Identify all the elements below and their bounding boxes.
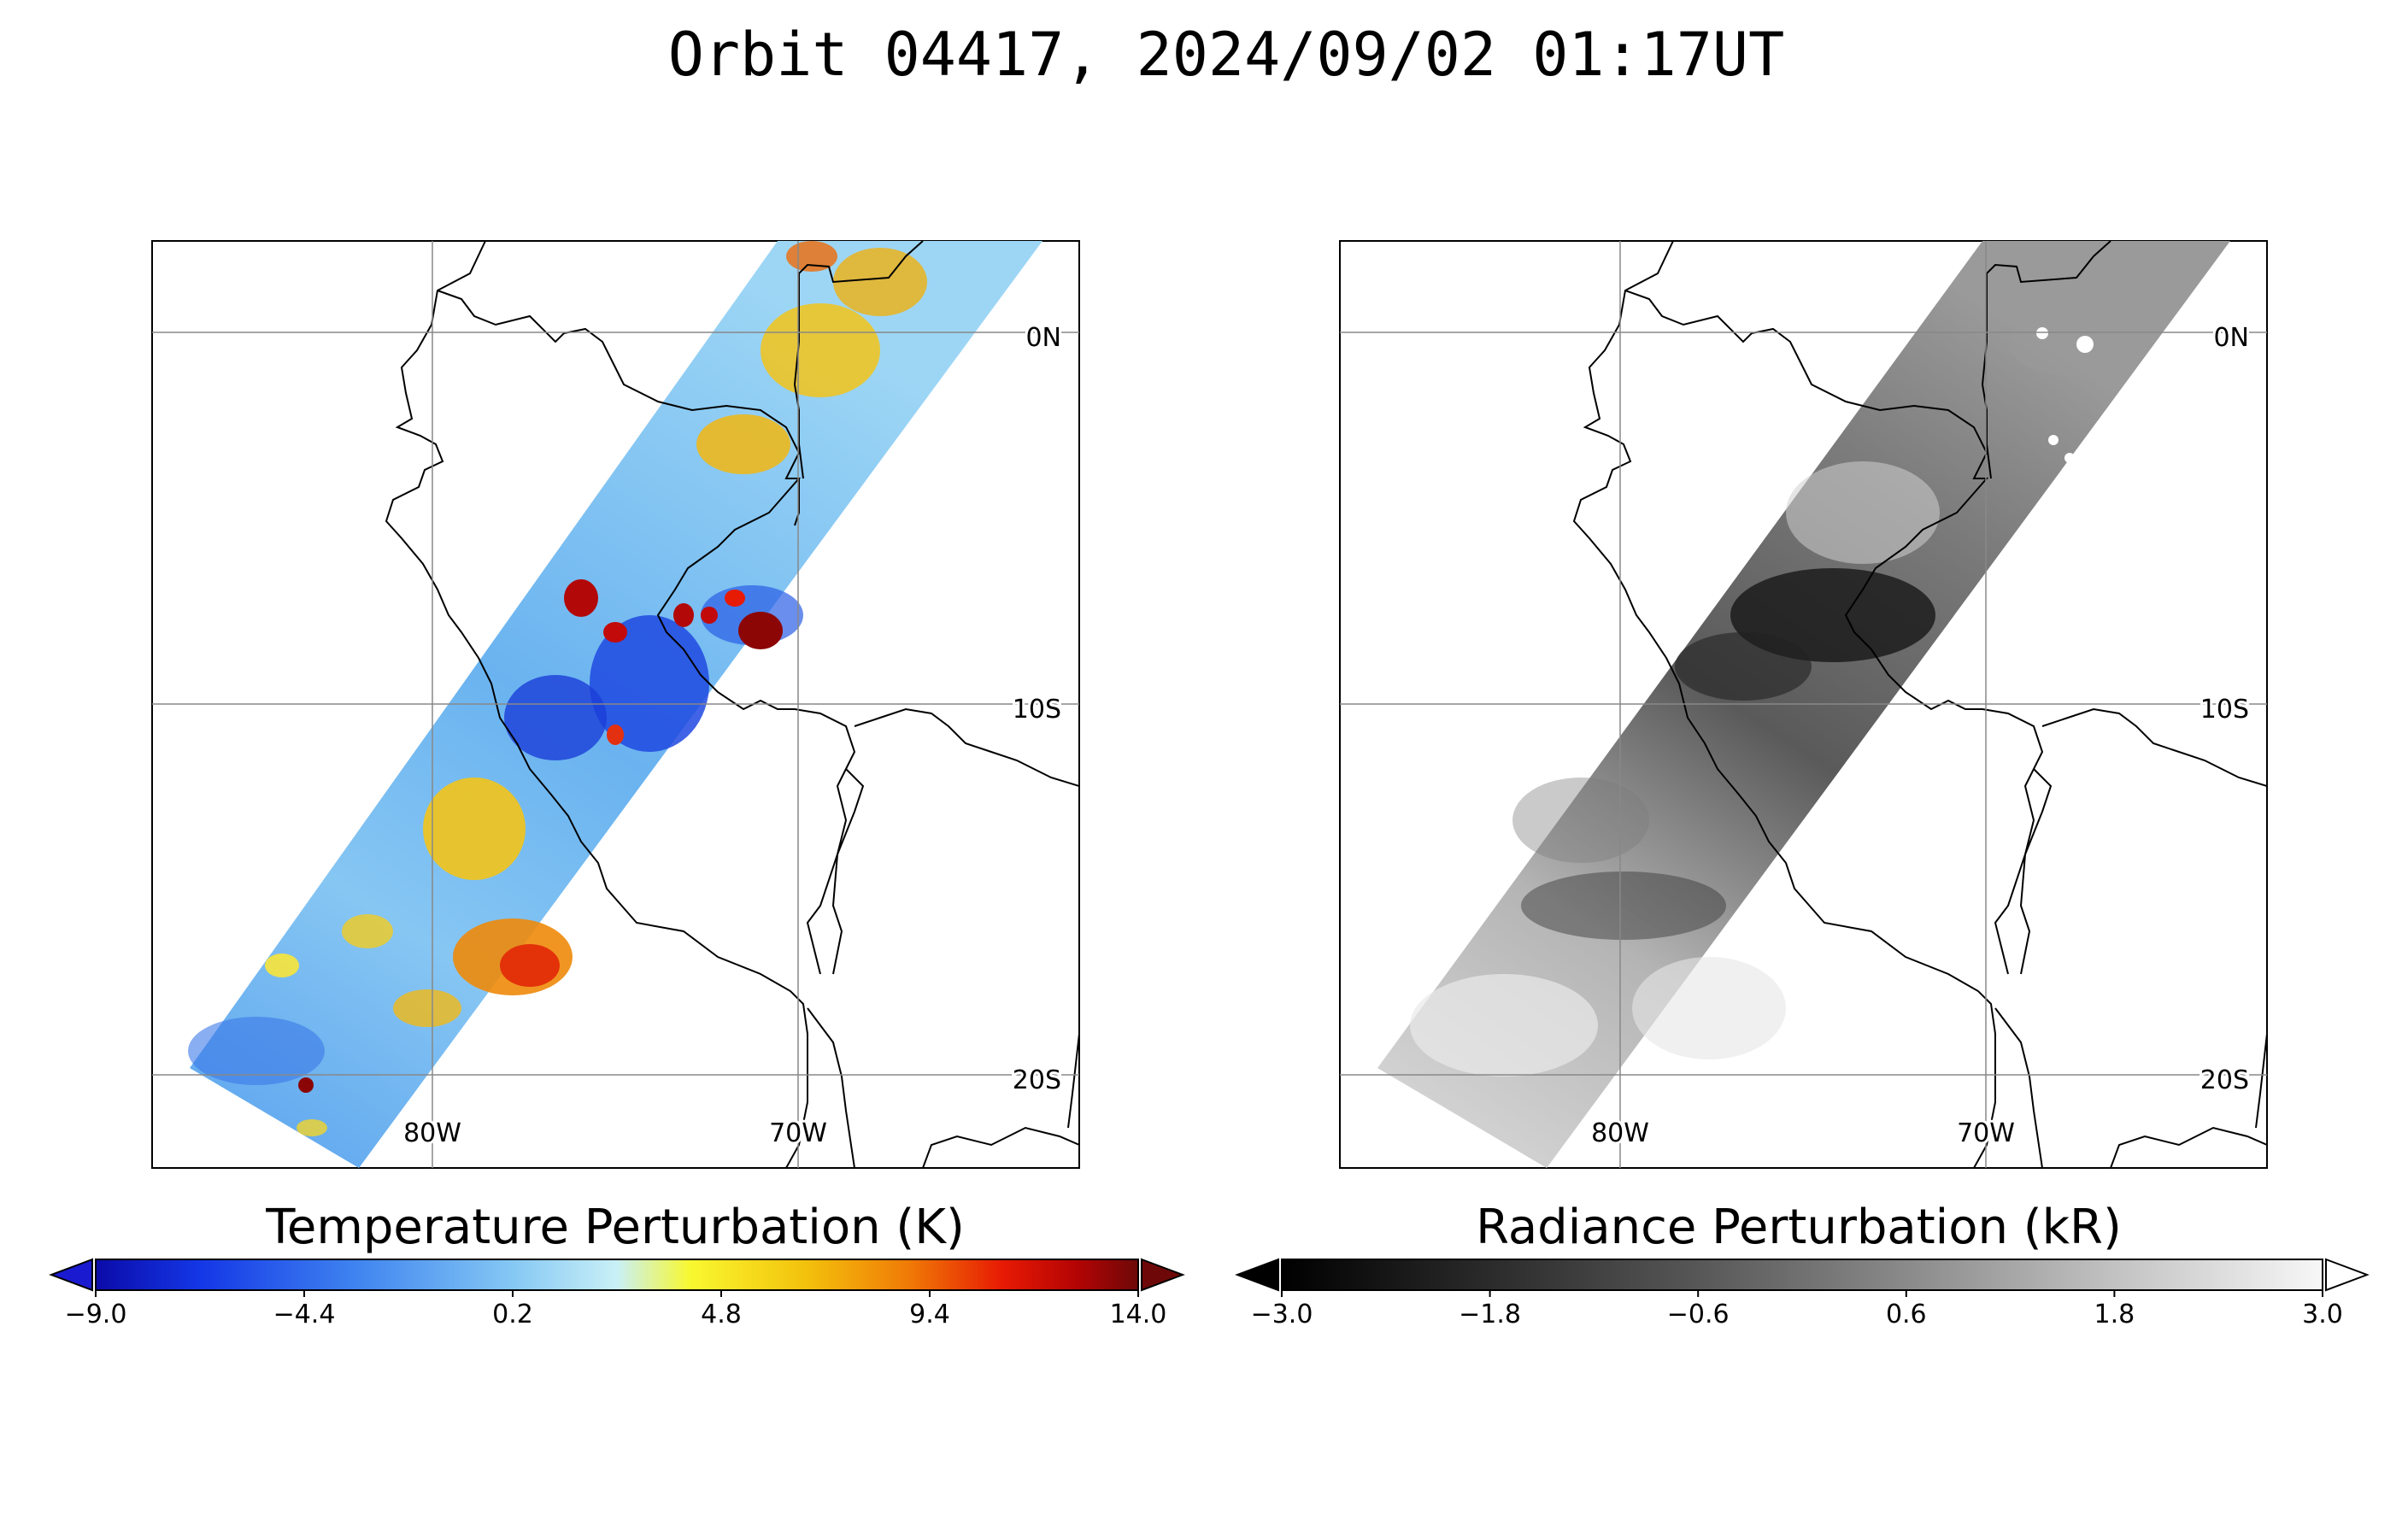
colorbar-extend-low — [1235, 1258, 1279, 1292]
colorbar-radiance: −3.0 −1.8 −0.6 0.6 1.8 3.0 — [1235, 1258, 2370, 1329]
colorbar-extend-low — [49, 1258, 93, 1292]
colorbar-ticks: −9.0 −4.4 0.2 4.8 9.4 14.0 — [65, 1290, 1167, 1329]
colorbar-tick-label: −0.6 — [1667, 1300, 1730, 1329]
lat-label-0n: 0N — [2213, 323, 2249, 353]
lat-label-10s: 10S — [1013, 695, 1061, 725]
lon-label-70w: 70W — [1957, 1118, 2015, 1148]
lon-label-80w: 80W — [403, 1118, 461, 1148]
colorbar-tick-label: 0.6 — [1886, 1300, 1927, 1329]
lat-label-20s: 20S — [2200, 1065, 2249, 1095]
radiance-structures — [1410, 308, 2128, 1077]
colorbar-tick-label: −1.8 — [1459, 1300, 1521, 1329]
colorbar-extend-high — [1141, 1258, 1185, 1292]
colorbar-tick-label: −9.0 — [65, 1300, 127, 1329]
coastlines — [385, 241, 1079, 1168]
colorbar-ticks: −3.0 −1.8 −0.6 0.6 1.8 3.0 — [1251, 1290, 2343, 1329]
lon-label-80w: 80W — [1591, 1118, 1649, 1148]
lon-label-70w: 70W — [769, 1118, 827, 1148]
colorbar-tick-label: −4.4 — [273, 1300, 336, 1329]
colorbar-extend-high — [2325, 1258, 2370, 1292]
colorbar-tick-label: 4.8 — [701, 1300, 742, 1329]
colorbar-tick-label: 0.2 — [492, 1300, 533, 1329]
colorbar-tick-label: 14.0 — [1110, 1300, 1167, 1329]
colorbar-temperature: −9.0 −4.4 0.2 4.8 9.4 14.0 — [49, 1258, 1185, 1329]
radiance-map-panel: 0N 10S 20S 80W 70W Radiance Perturbation… — [1235, 240, 2370, 1329]
page-title: Orbit 04417, 2024/09/02 01:17UT — [668, 20, 1784, 90]
colorbar-tick-label: 3.0 — [2302, 1300, 2343, 1329]
colorbar-title-temperature: Temperature Perturbation (K) — [265, 1200, 965, 1255]
colorbar-title-radiance: Radiance Perturbation (kR) — [1476, 1200, 2122, 1255]
gridlines — [152, 241, 1079, 1168]
lat-label-10s: 10S — [2200, 695, 2249, 725]
colorbar-gradient — [1281, 1259, 2323, 1291]
colorbar-gradient — [95, 1259, 1139, 1291]
temperature-anomalies — [188, 241, 927, 1136]
coastlines — [1572, 241, 2267, 1168]
colorbar-tick-label: 1.8 — [2094, 1300, 2135, 1329]
lat-label-0n: 0N — [1025, 323, 1061, 353]
colorbar-tick-label: 9.4 — [909, 1300, 950, 1329]
gridlines — [1340, 241, 2267, 1168]
colorbar-tick-label: −3.0 — [1251, 1300, 1313, 1329]
lat-label-20s: 20S — [1013, 1065, 1061, 1095]
temperature-map-panel: 0N 10S 20S 80W 70W Temperature Perturbat… — [49, 240, 1185, 1329]
